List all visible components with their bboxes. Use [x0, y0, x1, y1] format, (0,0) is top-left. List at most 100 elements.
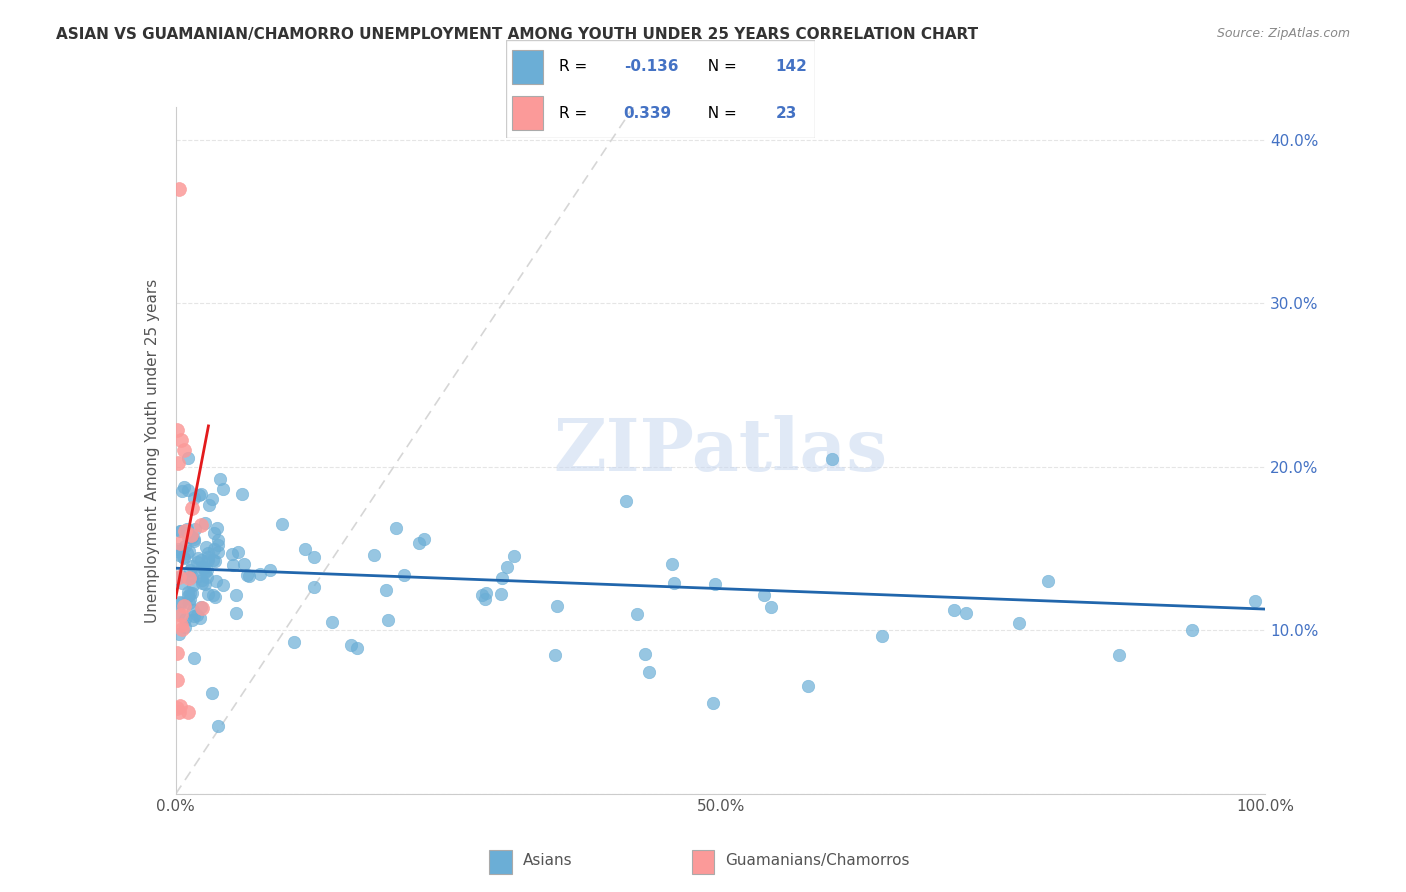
Point	[202, 526, 225, 541]
Point	[489, 587, 512, 601]
Point	[167, 570, 190, 584]
Point	[170, 569, 193, 583]
Point	[167, 549, 190, 563]
Point	[222, 558, 245, 572]
Point	[170, 607, 193, 622]
Point	[1036, 574, 1059, 588]
Point	[190, 487, 212, 501]
Point	[752, 588, 775, 602]
Point	[221, 547, 243, 561]
Point	[176, 522, 198, 536]
Point	[191, 601, 214, 615]
Text: -0.136: -0.136	[624, 59, 678, 74]
Point	[181, 603, 204, 617]
Point	[634, 647, 657, 661]
Point	[283, 634, 305, 648]
Point	[173, 479, 195, 493]
Point	[211, 482, 233, 496]
Point	[167, 627, 190, 641]
Point	[177, 526, 200, 541]
Text: Asians: Asians	[523, 854, 572, 868]
Point	[475, 586, 498, 600]
Point	[170, 524, 193, 538]
Point	[179, 586, 201, 600]
FancyBboxPatch shape	[512, 50, 543, 85]
Point	[183, 522, 205, 536]
Point	[207, 545, 229, 559]
Point	[169, 535, 191, 549]
Point	[173, 524, 195, 538]
Point	[872, 629, 894, 643]
Point	[173, 539, 195, 553]
Point	[225, 607, 247, 621]
Point	[183, 651, 205, 665]
Point	[179, 564, 201, 578]
Point	[166, 542, 188, 557]
Point	[181, 531, 204, 545]
Point	[191, 573, 214, 587]
Point	[174, 612, 197, 626]
Point	[346, 640, 368, 655]
FancyBboxPatch shape	[692, 849, 714, 874]
Point	[207, 533, 229, 548]
Point	[212, 578, 235, 592]
Point	[942, 603, 965, 617]
Point	[662, 575, 685, 590]
Point	[166, 673, 188, 688]
Text: N =: N =	[697, 59, 741, 74]
Point	[231, 487, 253, 501]
Point	[225, 589, 247, 603]
Point	[202, 553, 225, 567]
Point	[703, 576, 725, 591]
Text: 142: 142	[775, 59, 807, 74]
Point	[204, 554, 226, 568]
Point	[191, 576, 214, 591]
Point	[183, 534, 205, 549]
Point	[638, 665, 661, 679]
Point	[166, 571, 188, 585]
Point	[190, 553, 212, 567]
Point	[187, 551, 209, 566]
Point	[176, 589, 198, 603]
Point	[543, 648, 565, 662]
Text: 23: 23	[775, 106, 797, 121]
Point	[491, 571, 513, 585]
Point	[363, 549, 385, 563]
Point	[201, 491, 224, 506]
Point	[474, 592, 496, 607]
Point	[377, 613, 399, 627]
Point	[194, 565, 217, 579]
Text: R =: R =	[558, 59, 592, 74]
Point	[1181, 623, 1204, 637]
Point	[166, 423, 188, 437]
Point	[186, 608, 208, 623]
Point	[180, 569, 202, 583]
Point	[181, 586, 204, 600]
Point	[179, 571, 201, 585]
Point	[626, 607, 648, 621]
Point	[183, 532, 205, 546]
Point	[259, 563, 281, 577]
Y-axis label: Unemployment Among Youth under 25 years: Unemployment Among Youth under 25 years	[145, 278, 160, 623]
Point	[302, 550, 325, 565]
Point	[166, 646, 188, 660]
Point	[167, 606, 190, 620]
Point	[249, 567, 271, 582]
Point	[471, 588, 494, 602]
Point	[167, 705, 190, 719]
Point	[170, 575, 193, 590]
Point	[238, 569, 260, 583]
Point	[661, 557, 683, 571]
Point	[955, 606, 977, 620]
Point	[180, 528, 202, 542]
Point	[170, 622, 193, 636]
Point	[166, 544, 188, 558]
Text: ZIPatlas: ZIPatlas	[554, 415, 887, 486]
Text: Guamanians/Chamorros: Guamanians/Chamorros	[725, 854, 910, 868]
Point	[193, 561, 215, 575]
Point	[170, 596, 193, 610]
Point	[204, 574, 226, 588]
Point	[177, 483, 200, 497]
Point	[202, 588, 225, 602]
Point	[235, 568, 257, 582]
